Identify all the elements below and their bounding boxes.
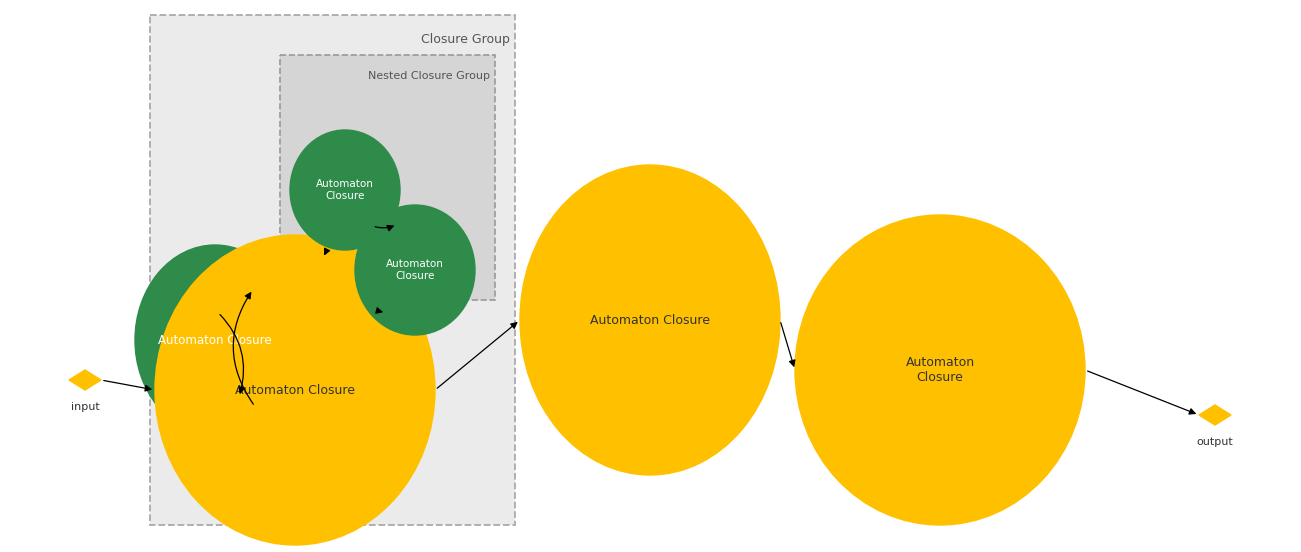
Text: Closure Group: Closure Group: [422, 33, 510, 46]
Ellipse shape: [795, 215, 1085, 525]
Bar: [150, 15, 515, 525]
Ellipse shape: [520, 165, 781, 475]
Text: Automaton
Closure: Automaton Closure: [386, 259, 444, 281]
Text: Nested Closure Group: Nested Closure Group: [368, 71, 490, 81]
Polygon shape: [69, 370, 101, 390]
Polygon shape: [1200, 405, 1231, 425]
Ellipse shape: [290, 130, 399, 250]
Bar: [280, 55, 494, 300]
Text: output: output: [1197, 437, 1233, 447]
Text: input: input: [70, 402, 99, 412]
Text: Automaton Closure: Automaton Closure: [235, 384, 355, 396]
Ellipse shape: [155, 235, 435, 545]
Ellipse shape: [355, 205, 475, 335]
Text: Automaton Closure: Automaton Closure: [589, 314, 710, 326]
Text: Automaton
Closure: Automaton Closure: [905, 356, 974, 384]
Text: Automaton
Closure: Automaton Closure: [316, 179, 373, 201]
Text: Automaton Closure: Automaton Closure: [159, 333, 272, 347]
Ellipse shape: [135, 245, 295, 435]
